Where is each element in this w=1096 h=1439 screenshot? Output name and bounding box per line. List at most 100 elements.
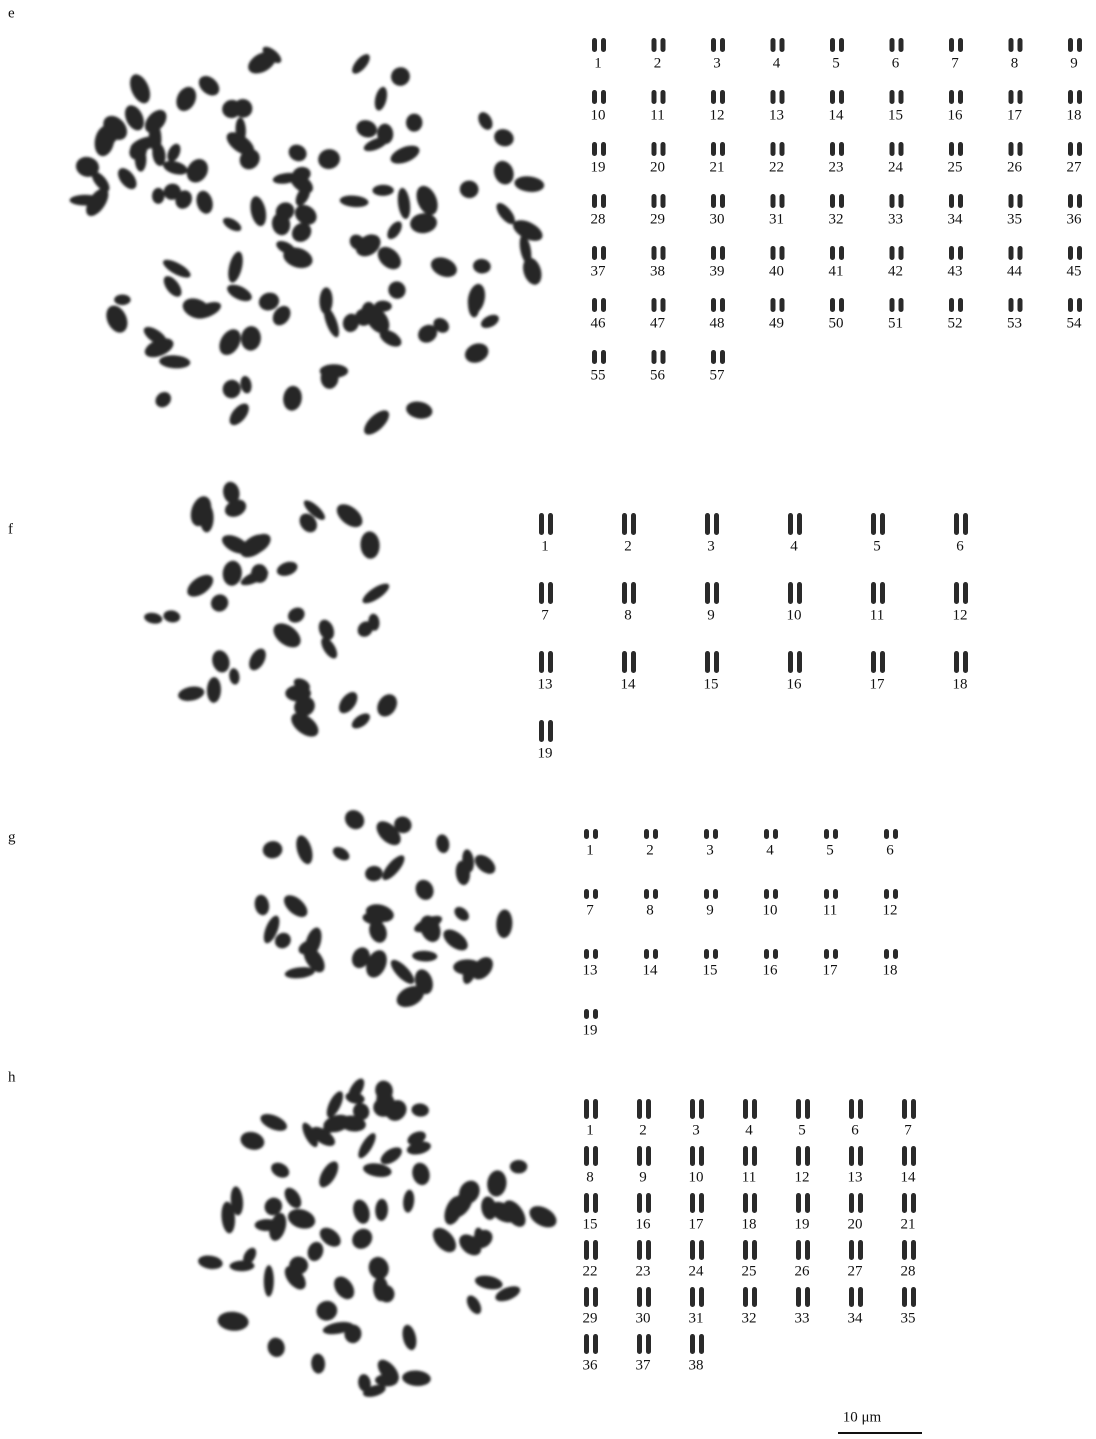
karyotype-number: 57 [710, 367, 726, 383]
chromosome [333, 500, 367, 532]
chromosome [402, 1189, 415, 1213]
chromatid [949, 246, 954, 260]
chromosome [286, 141, 310, 164]
chromosome-pair [690, 1146, 704, 1166]
chromatid [858, 1099, 863, 1119]
chromatid [830, 38, 835, 52]
chromosome-pair [890, 142, 904, 156]
chromosome [492, 126, 517, 149]
chromosome [452, 904, 472, 923]
chromosome [474, 1274, 504, 1292]
karyotype-number: 10 [787, 607, 802, 623]
chromatid [652, 142, 657, 156]
karyotype-number: 44 [1007, 263, 1023, 279]
chromosome-pair [949, 246, 963, 260]
chromosome [341, 806, 368, 833]
chromatid [593, 949, 598, 959]
chromatid [652, 298, 657, 312]
chromatid [584, 1287, 589, 1307]
chromatid [661, 142, 666, 156]
chromatid [958, 90, 963, 104]
chromosome [282, 385, 304, 412]
chromosome-pair [592, 194, 606, 208]
chromatid [890, 90, 895, 104]
karyotype-number: 11 [742, 1169, 756, 1185]
chromosome-pair [949, 90, 963, 104]
chromosome [362, 1161, 392, 1178]
karyotype-number: 36 [1067, 211, 1083, 227]
chromatid [711, 142, 716, 156]
chromosome-pair [849, 1099, 863, 1119]
chromosome-pair [849, 1193, 863, 1213]
chromatid [833, 949, 838, 959]
chromosome [183, 571, 217, 601]
chromosome [319, 287, 333, 314]
karyotype-number: 24 [888, 159, 904, 175]
chromatid [593, 889, 598, 899]
chromatid [788, 651, 793, 673]
chromosome-pair [1009, 194, 1023, 208]
chromosome [385, 278, 409, 302]
chromatid [593, 1287, 598, 1307]
karyotype-number: 37 [591, 263, 607, 279]
chromatid [890, 298, 895, 312]
chromosome-pair [771, 298, 785, 312]
karyotype-number: 14 [829, 107, 845, 123]
chromatid [752, 1287, 757, 1307]
chromosome-pair [743, 1146, 757, 1166]
chromosome-pair [704, 829, 718, 839]
chromosome [253, 894, 271, 917]
chromatid [714, 651, 719, 673]
karyotype-number: 16 [763, 962, 779, 978]
chromatid [637, 1099, 642, 1119]
chromatid [644, 889, 649, 899]
karyotype-number: 42 [888, 263, 903, 279]
chromatid [699, 1287, 704, 1307]
chromosome [379, 852, 408, 883]
karyotype-number: 39 [710, 263, 725, 279]
chromatid [1009, 38, 1014, 52]
chromosome-pair [644, 949, 658, 959]
chromatid [771, 38, 776, 52]
karyotype-number: 47 [650, 315, 666, 331]
chromosome [239, 375, 253, 394]
chromosome-pair [690, 1099, 704, 1119]
chromatid [805, 1146, 810, 1166]
chromosome [280, 891, 311, 921]
chromatid [849, 1193, 854, 1213]
chromatid [548, 513, 553, 535]
chromosome-pair [743, 1193, 757, 1213]
chromatid [963, 513, 968, 535]
karyotype-number: 2 [624, 538, 632, 554]
chromatid [1009, 90, 1014, 104]
chromatid [622, 513, 627, 535]
chromatid [646, 1099, 651, 1119]
chromosome-pair [884, 889, 898, 899]
chromosome-pair [1068, 38, 1082, 52]
chromosome [173, 84, 200, 115]
chromosome-pair [890, 38, 904, 52]
chromosome [331, 844, 352, 863]
chromatid [805, 1193, 810, 1213]
chromatid [771, 194, 776, 208]
karyotype-number: 1 [586, 842, 594, 858]
chromosome-pair [1068, 298, 1082, 312]
chromatid [720, 142, 725, 156]
chromosome-pair [690, 1334, 704, 1354]
karyotype-number: 20 [650, 159, 665, 175]
chromosome [221, 560, 243, 587]
karyotype-number: 46 [591, 315, 607, 331]
chromatid [646, 1240, 651, 1260]
chromosome-pair [824, 949, 838, 959]
chromosome-pair [1009, 38, 1023, 52]
karyotype-number: 22 [769, 159, 784, 175]
chromosome [275, 559, 299, 578]
chromatid [824, 829, 829, 839]
chromosome [360, 406, 393, 438]
chromosome-pair [704, 949, 718, 959]
chromosome [177, 685, 206, 703]
chromosome-pair [705, 582, 719, 604]
chromosome [388, 64, 414, 90]
chromosome [228, 668, 240, 686]
chromatid [1077, 246, 1082, 260]
